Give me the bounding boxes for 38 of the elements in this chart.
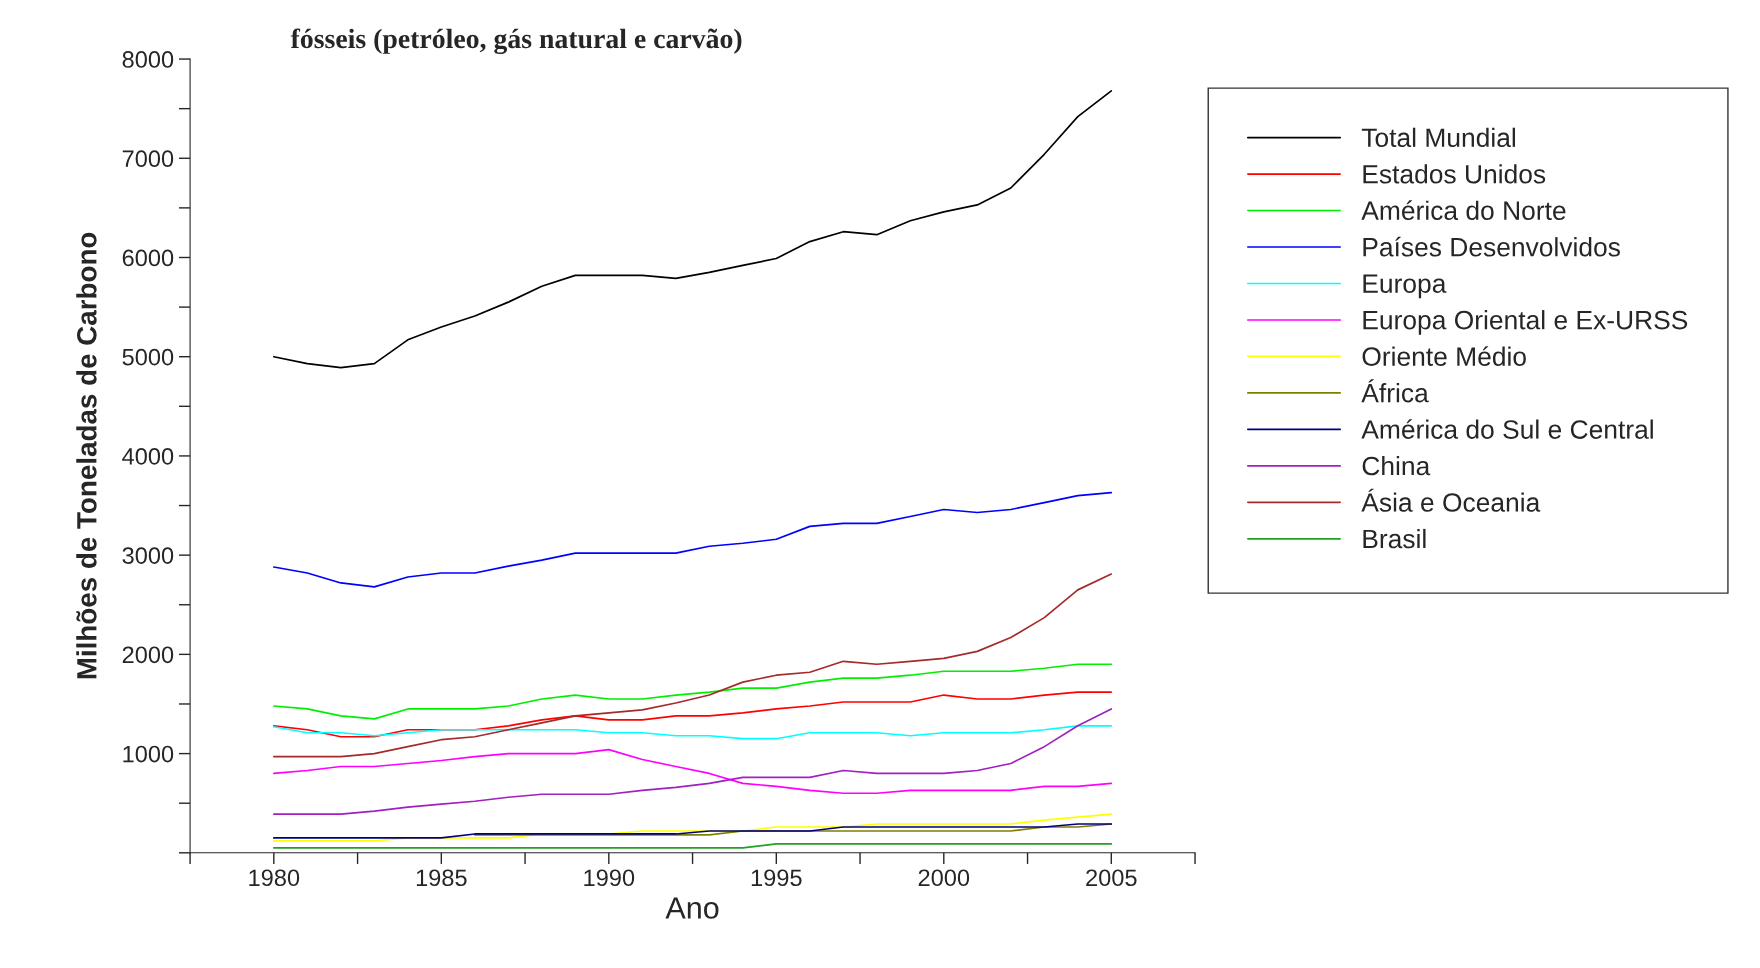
legend-label: China xyxy=(1362,455,1431,476)
legend-label: América do Sul e Central xyxy=(1361,419,1653,439)
legend-label: América do Norte xyxy=(1361,200,1566,221)
x-axis-title: Ano xyxy=(665,897,719,919)
line-series xyxy=(272,89,1113,369)
y-tick-label: 1000 xyxy=(123,745,174,763)
line-series xyxy=(272,663,1113,720)
legend-label: Oriente Médio xyxy=(1362,346,1526,366)
line-series xyxy=(272,823,1113,839)
legend-label: Estados Unidos xyxy=(1363,164,1546,184)
legend-label: Países Desenvolvidos xyxy=(1363,236,1620,257)
y-tick-label: 5000 xyxy=(122,348,174,366)
line-series xyxy=(272,708,1113,815)
x-tick-label: 1985 xyxy=(416,869,467,887)
line-series xyxy=(272,573,1113,758)
y-tick-label: 7000 xyxy=(122,150,174,168)
x-tick-label: 2005 xyxy=(1086,869,1137,887)
legend-label: Ásia e Oceania xyxy=(1361,488,1541,512)
x-tick-label: 1980 xyxy=(249,869,300,887)
line-series xyxy=(272,691,1113,738)
legend-label: Total Mundial xyxy=(1361,127,1515,148)
y-axis-title: Milhões de Toneladas de Carbono xyxy=(76,232,97,679)
legend-label: Europa Oriental e Ex-URSS xyxy=(1363,310,1688,335)
y-tick-label: 4000 xyxy=(122,448,174,465)
x-tick-label: 1995 xyxy=(751,869,802,887)
legend-label: África xyxy=(1361,379,1429,403)
y-tick-label: 2000 xyxy=(122,646,174,664)
y-tick-label: 3000 xyxy=(122,547,174,564)
chart-title: fósseis (petróleo, gás natural e carvão) xyxy=(290,28,742,55)
line-series xyxy=(272,491,1113,588)
x-tick-label: 1990 xyxy=(584,869,635,887)
y-tick-label: 6000 xyxy=(122,249,174,267)
legend-label: Europa xyxy=(1363,274,1447,299)
line-series xyxy=(272,724,1113,740)
x-tick-label: 2000 xyxy=(918,869,970,887)
legend-label: Brasil xyxy=(1363,528,1426,549)
y-tick-label: 8000 xyxy=(122,51,174,68)
line-series xyxy=(272,748,1113,795)
